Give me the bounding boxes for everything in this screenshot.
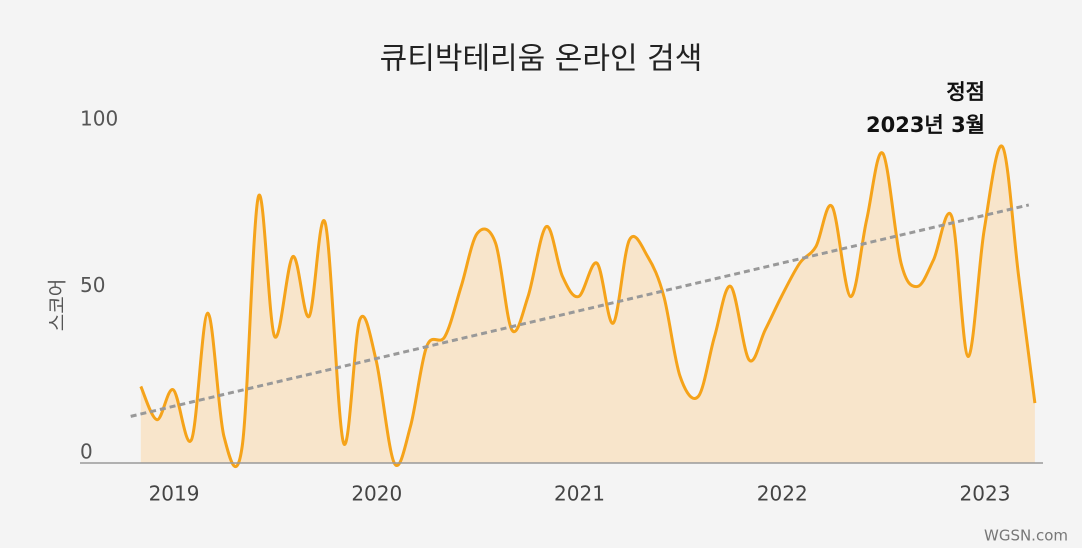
y-tick-label: 100 <box>80 107 118 131</box>
trend-line <box>130 203 1030 418</box>
x-tick-label: 2019 <box>149 482 200 506</box>
annotation: 2023년 3월 <box>866 113 985 137</box>
y-tick-label: 0 <box>80 440 93 464</box>
y-tick-label: 50 <box>80 273 105 297</box>
x-tick-label: 2020 <box>351 482 402 506</box>
annotation: 정점 <box>946 80 985 104</box>
area <box>140 145 1035 467</box>
x-tick-label: 2023 <box>960 482 1011 506</box>
x-tick-label: 2021 <box>554 482 605 506</box>
chart-title: 큐티박테리움 온라인 검색 <box>380 42 703 77</box>
y-axis-label: 스코어 <box>47 279 69 331</box>
line <box>139 144 1037 468</box>
source: WGSN.com <box>984 527 1068 545</box>
x-tick-label: 2022 <box>757 482 808 506</box>
